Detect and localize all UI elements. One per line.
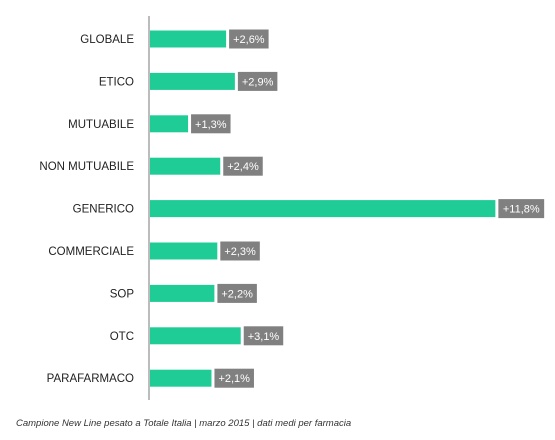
bar-etico [150,72,235,90]
bar-otc [150,327,241,345]
category-label-globale: GLOBALE [80,34,134,46]
value-label-mutuabile: +1,3% [195,119,227,131]
bar-mutuabile [150,115,189,133]
value-label-generico: +11,8% [503,204,540,216]
category-label-generico: GENERICO [73,204,134,216]
value-label-non-mutuabile: +2,4% [227,161,259,173]
value-label-box-mutuabile [191,114,231,134]
value-label-box-non-mutuabile [223,156,263,176]
value-label-box-globale [229,29,269,49]
bar-non-mutuabile [150,157,221,175]
category-label-etico: ETICO [99,76,134,88]
value-label-otc: +3,1% [248,331,280,343]
value-label-box-parafarmaco [214,368,254,388]
value-label-sop: +2,2% [221,288,253,300]
value-label-box-sop [217,283,257,303]
bar-globale [150,30,227,48]
footnote: Campione New Line pesato a Totale Italia… [16,418,352,429]
bars-group: GLOBALE +2,6% ETICO +2,9% MUTUABILE +1,3% NON … [39,29,545,388]
value-label-globale: +2,6% [233,34,265,46]
bar-generico [150,200,496,218]
value-label-box-otc [243,326,284,346]
category-label-sop: SOP [110,288,135,300]
category-label-commerciale: COMMERCIALE [48,246,134,258]
value-label-box-etico [237,71,278,91]
value-label-commerciale: +2,3% [224,246,256,258]
value-label-box-generico [498,199,545,219]
value-label-box-commerciale [220,241,260,261]
category-label-otc: OTC [110,331,134,343]
category-label-non-mutuabile: NON MUTUABILE [39,161,134,173]
value-label-etico: +2,9% [242,76,274,88]
value-label-parafarmaco: +2,1% [218,373,250,385]
category-label-parafarmaco: PARAFARMACO [47,373,134,385]
bar-commerciale [150,242,218,260]
category-label-mutuabile: MUTUABILE [68,119,134,131]
bar-sop [150,284,215,302]
bar-parafarmaco [150,369,212,387]
